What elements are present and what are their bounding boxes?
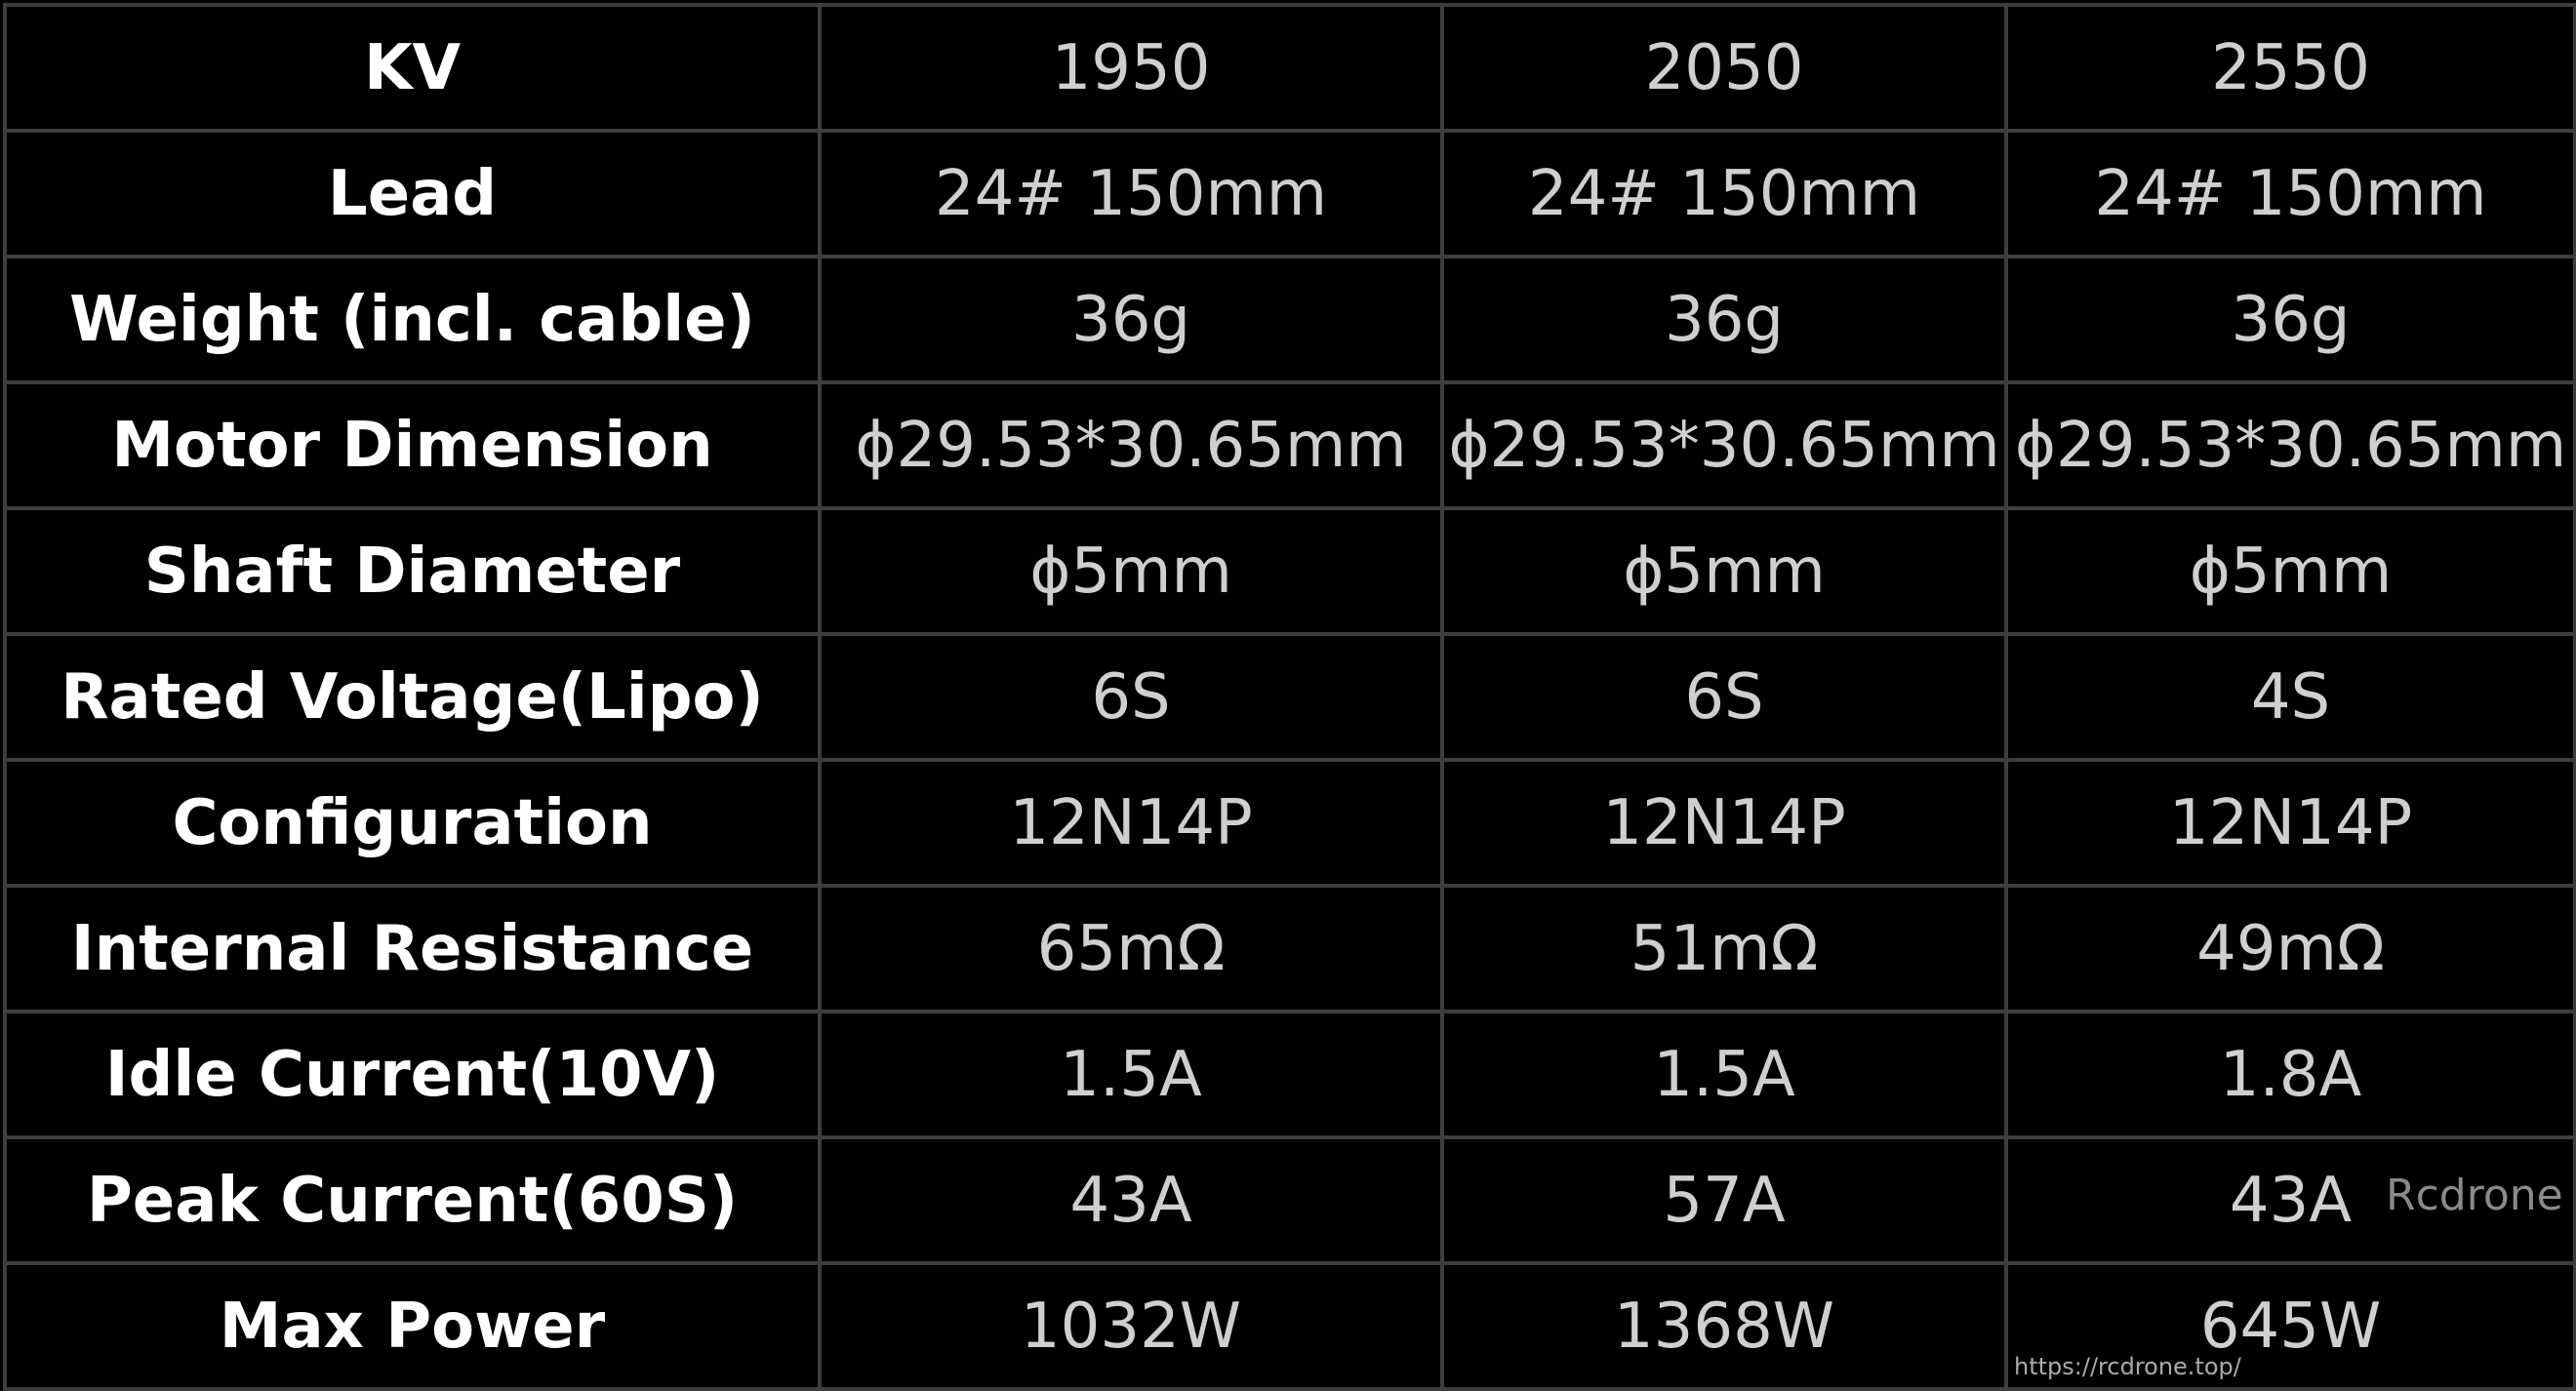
cell-value: 4S	[2004, 632, 2576, 762]
cell-value: 1950	[818, 3, 1444, 133]
row-label: Motor Dimension	[3, 380, 822, 510]
row-label: KV	[3, 3, 822, 133]
table-row: Lead 24# 150mm 24# 150mm 24# 150mm	[3, 129, 2576, 258]
watermark-url: https://rcdrone.top/	[2014, 1353, 2241, 1380]
row-label: Configuration	[3, 758, 822, 888]
watermark-brand: Rcdrone	[2386, 1171, 2563, 1220]
table-row: KV 1950 2050 2550	[3, 3, 2576, 133]
row-label: Rated Voltage(Lipo)	[3, 632, 822, 762]
table-row: Configuration 12N14P 12N14P 12N14P	[3, 758, 2576, 888]
row-label: Peak Current(60S)	[3, 1135, 822, 1265]
cell-value: 51mΩ	[1440, 884, 2008, 1013]
cell-value: 36g	[1440, 255, 2008, 384]
table-row: Internal Resistance 65mΩ 51mΩ 49mΩ	[3, 884, 2576, 1013]
row-label: Internal Resistance	[3, 884, 822, 1013]
cell-value: 24# 150mm	[2004, 129, 2576, 258]
cell-value: 36g	[818, 255, 1444, 384]
cell-value: 36g	[2004, 255, 2576, 384]
spec-table: KV 1950 2050 2550 Lead 24# 150mm 24# 150mm 24# …	[3, 3, 2576, 1391]
cell-value: ϕ29.53*30.65mm	[818, 380, 1444, 510]
cell-value: 1.8A	[2004, 1010, 2576, 1139]
cell-value: 1.5A	[1440, 1010, 2008, 1139]
cell-value: 2050	[1440, 3, 2008, 133]
cell-value: 49mΩ	[2004, 884, 2576, 1013]
row-label: Shaft Diameter	[3, 506, 822, 636]
table-row: Shaft Diameter ϕ5mm ϕ5mm ϕ5mm	[3, 506, 2576, 636]
cell-value: ϕ5mm	[818, 506, 1444, 636]
table-row: Motor Dimension ϕ29.53*30.65mm ϕ29.53*30.6…	[3, 380, 2576, 510]
table-row: Max Power 1032W 1368W 645W	[3, 1261, 2576, 1391]
cell-value: 1368W	[1440, 1261, 2008, 1391]
table-row: Rated Voltage(Lipo) 6S 6S 4S	[3, 632, 2576, 762]
table-row: Idle Current(10V) 1.5A 1.5A 1.8A	[3, 1010, 2576, 1139]
cell-value: 43A	[818, 1135, 1444, 1265]
cell-value: ϕ5mm	[1440, 506, 2008, 636]
cell-value: 12N14P	[818, 758, 1444, 888]
cell-value: 2550	[2004, 3, 2576, 133]
row-label: Weight (incl. cable)	[3, 255, 822, 384]
table-row: Peak Current(60S) 43A 57A 43A	[3, 1135, 2576, 1265]
row-label: Max Power	[3, 1261, 822, 1391]
cell-value: 645W	[2004, 1261, 2576, 1391]
cell-value: 24# 150mm	[1440, 129, 2008, 258]
row-label: Idle Current(10V)	[3, 1010, 822, 1139]
cell-value: 65mΩ	[818, 884, 1444, 1013]
table-row: Weight (incl. cable) 36g 36g 36g	[3, 255, 2576, 384]
cell-value: 1032W	[818, 1261, 1444, 1391]
cell-value: 57A	[1440, 1135, 2008, 1265]
cell-value: ϕ29.53*30.65mm	[2004, 380, 2576, 510]
cell-value: 6S	[818, 632, 1444, 762]
cell-value: 24# 150mm	[818, 129, 1444, 258]
cell-value: ϕ29.53*30.65mm	[1440, 380, 2008, 510]
cell-value: 43A	[2004, 1135, 2576, 1265]
cell-value: 1.5A	[818, 1010, 1444, 1139]
cell-value: 6S	[1440, 632, 2008, 762]
row-label: Lead	[3, 129, 822, 258]
cell-value: 12N14P	[1440, 758, 2008, 888]
cell-value: 12N14P	[2004, 758, 2576, 888]
cell-value: ϕ5mm	[2004, 506, 2576, 636]
